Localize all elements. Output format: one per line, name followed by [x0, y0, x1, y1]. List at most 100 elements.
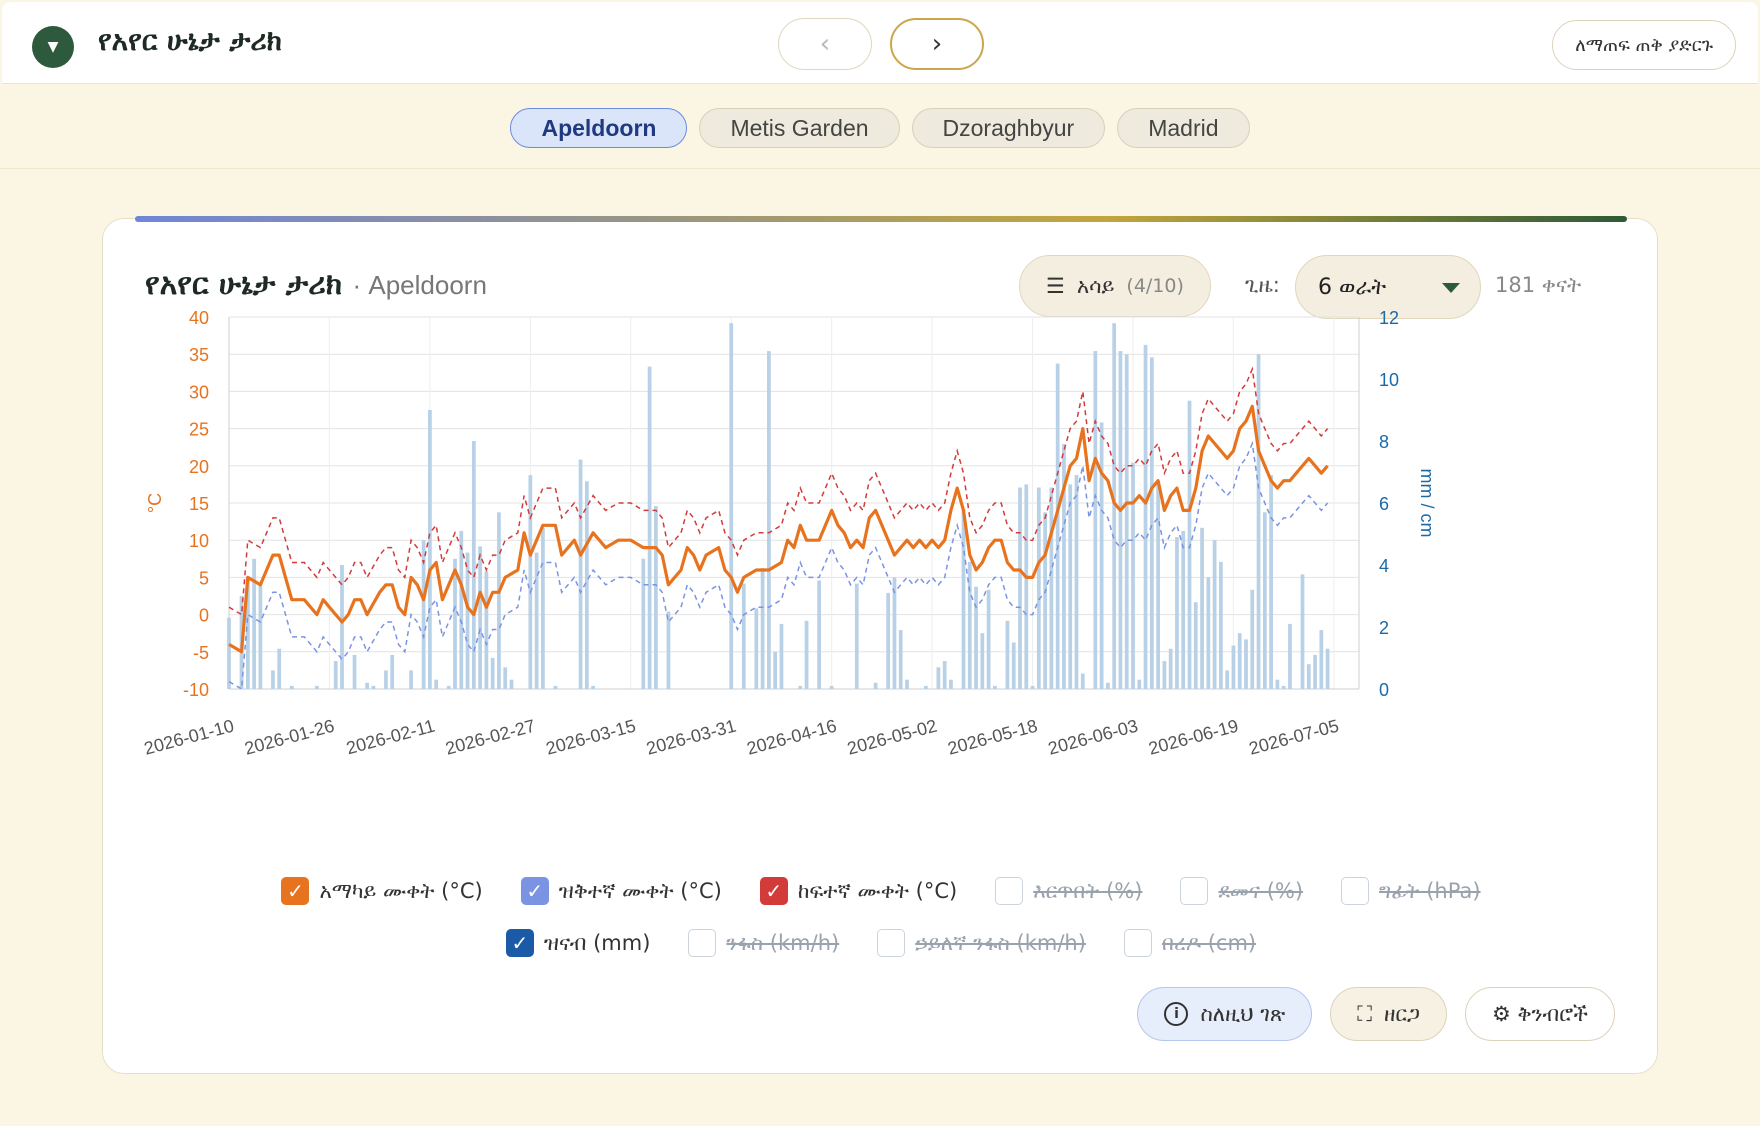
precip-bar: [1250, 589, 1255, 689]
legend-item[interactable]: ንፋስ (km/h): [688, 929, 839, 957]
precip-bar: [1237, 633, 1242, 689]
tab-metis-garden[interactable]: Metis Garden: [699, 108, 900, 148]
x-tick-label: 2026-05-02: [845, 716, 939, 759]
legend-item[interactable]: በረዶ (cm): [1123, 929, 1256, 957]
precip-bar: [1143, 344, 1148, 689]
precip-bar: [1074, 475, 1079, 689]
legend-label: ንፋስ (km/h): [726, 930, 840, 955]
precip-bar: [923, 685, 928, 689]
precip-bar: [767, 351, 771, 689]
about-button[interactable]: i ስለዚህ ገጽ: [1137, 987, 1313, 1041]
left-tick-label: 0: [199, 606, 209, 626]
legend-item[interactable]: ✓ ከፍተኛ ሙቀት (°C): [759, 877, 957, 905]
left-tick-label: -5: [193, 643, 209, 663]
precip-bar: [1011, 642, 1016, 689]
precip-bar: [1262, 512, 1267, 689]
previous-button[interactable]: ‹: [778, 18, 872, 70]
x-tick-label: 2026-03-15: [544, 716, 638, 759]
legend-checkbox[interactable]: ✓: [759, 877, 788, 905]
card-accent-bar: [135, 216, 1627, 222]
tab-apeldoorn[interactable]: Apeldoorn: [510, 108, 688, 148]
left-axis-label: °C: [145, 493, 165, 513]
expand-label: ዘርጋ: [1383, 1001, 1420, 1026]
precip-bar: [1118, 351, 1123, 689]
precip-bar: [352, 654, 357, 689]
precip-bar: [553, 685, 558, 689]
precip-bar: [1099, 422, 1104, 689]
legend-label: ደመና (%): [1218, 878, 1304, 903]
precip-bar: [1156, 481, 1160, 689]
precip-bar: [534, 552, 539, 689]
precip-bar: [1149, 357, 1154, 689]
precip-bar: [428, 410, 432, 689]
precip-bar: [1281, 685, 1286, 689]
precip-bar: [647, 366, 652, 689]
precip-bar: [804, 620, 809, 689]
left-tick-label: 5: [199, 568, 209, 588]
precip-bar: [729, 323, 734, 689]
precip-bar: [384, 670, 388, 689]
precip-bar: [854, 583, 859, 689]
legend-item[interactable]: ኃይለኛ ንፋስ (km/h): [877, 929, 1086, 957]
legend-item[interactable]: ደመና (%): [1180, 877, 1303, 905]
settings-button[interactable]: ⚙ ቅንብሮች: [1464, 987, 1615, 1041]
precip-bar: [1024, 484, 1029, 689]
precip-bar: [993, 685, 997, 689]
legend-checkbox[interactable]: [1180, 877, 1209, 905]
expand-button[interactable]: ⛶ ዘርጋ: [1330, 987, 1447, 1041]
x-tick-label: 2026-01-10: [142, 716, 236, 759]
legend-row-2: ✓ ዝናብ (mm) ንፋስ (km/h) ኃይለኛ ንፋስ (km/h) በረዶ (c…: [103, 929, 1659, 957]
legend-checkbox[interactable]: [1341, 877, 1370, 905]
precip-bar: [1325, 648, 1330, 689]
precip-bar: [365, 682, 369, 689]
precip-bar: [315, 685, 319, 689]
tab-madrid[interactable]: Madrid: [1117, 108, 1250, 148]
precip-bar: [1137, 679, 1142, 689]
precip-bar: [936, 667, 941, 689]
max-temp-line: [228, 366, 1329, 616]
x-tick-label: 2026-05-18: [945, 716, 1039, 759]
precip-bar: [1212, 540, 1217, 689]
precip-bar: [227, 617, 231, 689]
x-tick-label: 2026-06-03: [1046, 716, 1140, 759]
precip-bar: [967, 561, 972, 689]
x-tick-label: 2026-04-16: [745, 716, 839, 759]
right-tick-label: 6: [1379, 494, 1389, 514]
precip-bar: [497, 512, 501, 689]
precip-bar: [760, 568, 765, 689]
info-icon: i: [1164, 1002, 1189, 1026]
precip-bar: [509, 679, 514, 689]
legend-item[interactable]: ግፊት (hPa): [1341, 877, 1481, 905]
expand-icon: ⛶: [1357, 1001, 1372, 1026]
legend-checkbox[interactable]: [877, 929, 906, 957]
precip-bar: [1193, 602, 1198, 689]
precip-bar: [1244, 639, 1248, 689]
legend-checkbox[interactable]: ✓: [505, 929, 534, 957]
chevron-down-icon[interactable]: ▼: [32, 26, 74, 68]
legend-checkbox[interactable]: ✓: [520, 877, 549, 905]
next-button[interactable]: ›: [890, 18, 984, 70]
legend-item[interactable]: ✓ አማካይ ሙቀት (°C): [281, 877, 483, 905]
collapse-button[interactable]: ለማጠፍ ጠቅ ያድርጉ: [1552, 20, 1736, 70]
legend-checkbox[interactable]: ✓: [281, 877, 310, 905]
legend-label: አማካይ ሙቀት (°C): [319, 878, 483, 903]
legend-label: ዝቅተኛ ሙቀት (°C): [558, 878, 722, 903]
legend-item[interactable]: ✓ ዝናብ (mm): [505, 929, 650, 957]
precip-bar: [1181, 530, 1186, 689]
left-tick-label: 15: [189, 494, 209, 514]
x-tick-label: 2026-01-26: [242, 716, 336, 759]
legend-item[interactable]: እርጥበት (%): [995, 877, 1142, 905]
legend-checkbox[interactable]: [688, 929, 717, 957]
time-range-select[interactable]: 6 ወራት: [1295, 255, 1481, 319]
precip-bar: [1112, 323, 1117, 689]
precip-bar: [1043, 512, 1047, 689]
legend-label: ግፊት (hPa): [1379, 878, 1481, 903]
legend-item[interactable]: ✓ ዝቅተኛ ሙቀት (°C): [520, 877, 722, 905]
tab-dzoraghbyur[interactable]: Dzoraghbyur: [911, 108, 1106, 148]
legend-checkbox[interactable]: [1123, 929, 1152, 957]
precip-bar: [741, 583, 746, 689]
precip-bar: [1093, 351, 1098, 689]
precip-bar: [1036, 487, 1041, 689]
legend-checkbox[interactable]: [995, 877, 1024, 905]
time-label: ጊዜ:: [1245, 273, 1280, 297]
